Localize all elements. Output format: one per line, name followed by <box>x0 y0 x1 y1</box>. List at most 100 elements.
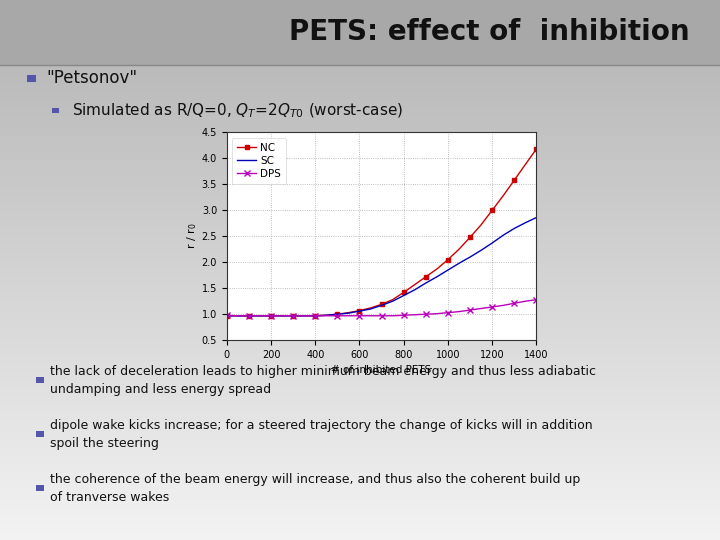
Bar <box>36 431 44 437</box>
SC <box>488 240 497 246</box>
Bar <box>0 92 720 94</box>
Bar <box>0 0 720 65</box>
Bar <box>0 202 720 205</box>
Bar <box>0 262 720 265</box>
Bar <box>0 24 720 27</box>
Line: SC: SC <box>227 218 536 316</box>
NC <box>278 313 287 319</box>
Bar <box>0 5 720 8</box>
Line: DPS: DPS <box>224 297 539 319</box>
DPS <box>256 313 264 319</box>
Bar <box>0 454 720 456</box>
Bar <box>0 73 720 76</box>
Bar <box>0 432 720 435</box>
Bar <box>0 397 720 400</box>
NC <box>333 311 342 318</box>
Bar <box>0 194 720 197</box>
SC <box>433 274 441 280</box>
Bar <box>0 108 720 111</box>
DPS <box>488 303 497 310</box>
Bar <box>0 62 720 65</box>
Bar <box>0 270 720 273</box>
Text: dipole wake kicks increase; for a steered trajectory the change of kicks will in: dipole wake kicks increase; for a steere… <box>50 418 593 450</box>
Bar <box>0 154 720 157</box>
Bar <box>0 443 720 445</box>
SC <box>466 254 474 260</box>
Bar <box>0 416 720 418</box>
Text: "Petsonov": "Petsonov" <box>47 69 138 87</box>
Bar <box>0 186 720 189</box>
NC <box>455 246 464 253</box>
Bar <box>0 505 720 508</box>
Bar <box>0 132 720 135</box>
DPS <box>300 313 308 319</box>
Bar <box>0 240 720 243</box>
SC <box>388 298 397 305</box>
SC <box>300 313 308 319</box>
Bar <box>0 192 720 194</box>
NC <box>355 307 364 314</box>
Bar <box>0 65 720 68</box>
Bar <box>0 524 720 526</box>
Bar <box>0 219 720 221</box>
Bar <box>0 46 720 49</box>
Bar <box>0 124 720 127</box>
NC <box>444 256 452 263</box>
Bar <box>0 76 720 78</box>
NC <box>245 313 253 319</box>
Bar <box>0 189 720 192</box>
Bar <box>0 167 720 170</box>
NC <box>433 266 441 272</box>
Bar <box>0 113 720 116</box>
Bar <box>0 27 720 30</box>
Bar <box>0 230 720 232</box>
Bar <box>0 227 720 229</box>
SC <box>333 311 342 318</box>
Bar <box>0 356 720 359</box>
Bar <box>0 165 720 167</box>
Bar <box>0 22 720 24</box>
Bar <box>0 105 720 108</box>
Bar <box>0 273 720 275</box>
Bar <box>0 81 720 84</box>
Bar <box>0 94 720 97</box>
Bar <box>0 248 720 251</box>
Bar <box>0 329 720 332</box>
Bar <box>0 57 720 59</box>
Bar <box>0 103 720 105</box>
Bar <box>0 251 720 254</box>
Bar <box>36 377 44 383</box>
Bar <box>0 532 720 535</box>
Legend: NC, SC, DPS: NC, SC, DPS <box>232 138 287 184</box>
Bar <box>0 389 720 392</box>
Bar <box>0 446 720 448</box>
Bar <box>0 97 720 100</box>
DPS <box>455 308 464 315</box>
Bar <box>0 289 720 292</box>
DPS <box>444 309 452 316</box>
Bar <box>0 119 720 122</box>
Bar <box>0 30 720 32</box>
SC <box>322 312 330 319</box>
NC <box>466 234 474 240</box>
Bar <box>0 89 720 92</box>
Bar <box>0 489 720 491</box>
Bar <box>0 362 720 364</box>
SC <box>355 308 364 314</box>
Bar <box>0 32 720 35</box>
Bar <box>0 518 720 521</box>
Bar <box>0 367 720 370</box>
Bar <box>0 508 720 510</box>
Bar <box>0 200 720 202</box>
Bar <box>0 537 720 540</box>
NC <box>222 313 231 319</box>
DPS <box>289 313 297 319</box>
Bar <box>0 162 720 165</box>
SC <box>421 280 430 286</box>
NC <box>344 309 353 316</box>
DPS <box>233 313 242 319</box>
Bar <box>0 111 720 113</box>
Bar <box>0 319 720 321</box>
Bar <box>0 324 720 327</box>
Bar <box>0 302 720 305</box>
